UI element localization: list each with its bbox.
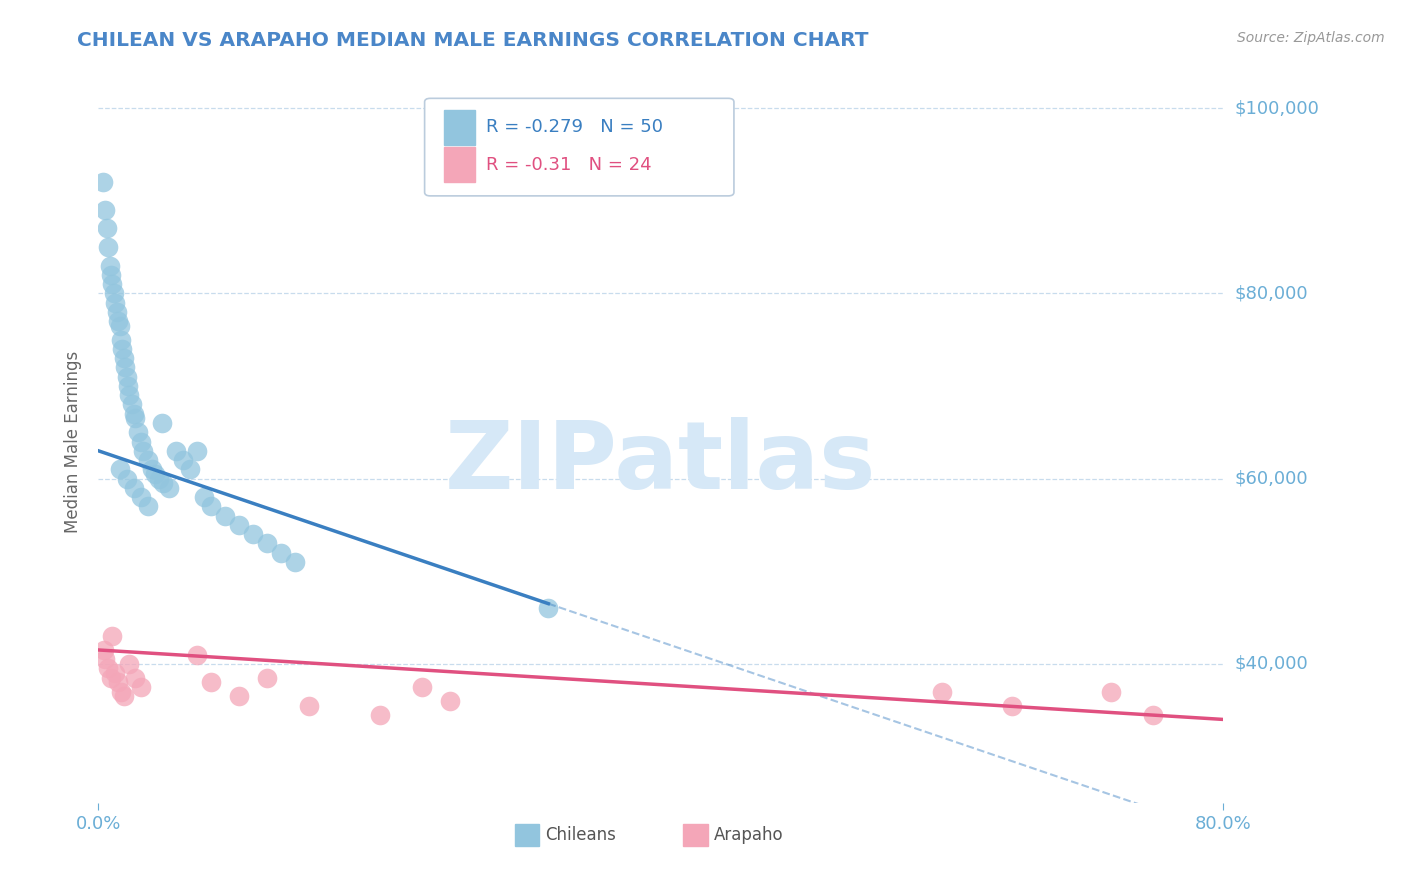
Bar xyxy=(515,824,540,847)
Point xyxy=(100,268,122,282)
Point xyxy=(107,314,129,328)
Point xyxy=(111,342,134,356)
Point xyxy=(152,476,174,491)
Point xyxy=(931,684,953,698)
Point xyxy=(101,277,124,291)
Point xyxy=(110,333,132,347)
Point xyxy=(411,680,433,694)
Point xyxy=(122,481,145,495)
Point xyxy=(100,671,122,685)
Y-axis label: Median Male Earnings: Median Male Earnings xyxy=(65,351,83,533)
Point xyxy=(118,657,141,671)
Point xyxy=(143,467,166,481)
Point xyxy=(172,453,194,467)
Point xyxy=(112,351,135,366)
Point xyxy=(110,684,132,698)
Point xyxy=(103,286,125,301)
Point xyxy=(94,202,117,217)
Point xyxy=(104,295,127,310)
Point xyxy=(228,517,250,532)
Point xyxy=(129,680,152,694)
Point xyxy=(124,411,146,425)
Bar xyxy=(444,110,475,145)
FancyBboxPatch shape xyxy=(425,98,734,196)
Point xyxy=(122,407,145,421)
Point xyxy=(96,221,118,235)
Point xyxy=(228,690,250,704)
Point xyxy=(439,694,461,708)
Point xyxy=(1142,707,1164,722)
Point xyxy=(298,698,321,713)
Point xyxy=(104,666,127,681)
Point xyxy=(270,546,292,560)
Point xyxy=(115,472,138,486)
Text: $80,000: $80,000 xyxy=(1234,285,1308,302)
Point xyxy=(179,462,201,476)
Point xyxy=(124,671,146,685)
Point xyxy=(94,652,117,666)
Point xyxy=(165,443,187,458)
Point xyxy=(242,527,264,541)
Bar xyxy=(683,824,709,847)
Point xyxy=(150,416,173,430)
Point xyxy=(1099,684,1122,698)
Point xyxy=(136,500,159,514)
Text: R = -0.279   N = 50: R = -0.279 N = 50 xyxy=(486,119,664,136)
Point xyxy=(117,379,139,393)
Point xyxy=(108,462,131,476)
Point xyxy=(256,536,278,550)
Point xyxy=(368,707,391,722)
Text: CHILEAN VS ARAPAHO MEDIAN MALE EARNINGS CORRELATION CHART: CHILEAN VS ARAPAHO MEDIAN MALE EARNINGS … xyxy=(77,31,869,50)
Point xyxy=(129,490,152,504)
Point xyxy=(284,555,307,569)
Point xyxy=(129,434,152,449)
Point xyxy=(112,690,135,704)
Point xyxy=(91,175,114,189)
Text: $100,000: $100,000 xyxy=(1234,99,1319,117)
Text: Arapaho: Arapaho xyxy=(714,826,783,845)
Point xyxy=(93,643,115,657)
Bar xyxy=(444,147,475,182)
Point xyxy=(193,490,215,504)
Point xyxy=(141,462,163,476)
Point xyxy=(97,661,120,675)
Point xyxy=(101,629,124,643)
Point xyxy=(186,443,208,458)
Point xyxy=(108,318,131,333)
Point xyxy=(107,675,129,690)
Point xyxy=(1001,698,1024,713)
Point xyxy=(118,388,141,402)
Text: Chileans: Chileans xyxy=(546,826,616,845)
Point xyxy=(121,397,143,411)
Point xyxy=(132,443,155,458)
Text: $40,000: $40,000 xyxy=(1234,655,1308,673)
Point xyxy=(256,671,278,685)
Point xyxy=(214,508,236,523)
Text: $60,000: $60,000 xyxy=(1234,469,1308,488)
Point xyxy=(115,369,138,384)
Point xyxy=(105,305,128,319)
Point xyxy=(157,481,180,495)
Text: R = -0.31   N = 24: R = -0.31 N = 24 xyxy=(486,156,652,174)
Point xyxy=(148,472,170,486)
Point xyxy=(136,453,159,467)
Point xyxy=(200,675,222,690)
Point xyxy=(186,648,208,662)
Point xyxy=(98,259,121,273)
Text: ZIPatlas: ZIPatlas xyxy=(446,417,876,509)
Point xyxy=(127,425,149,440)
Point xyxy=(114,360,136,375)
Point xyxy=(200,500,222,514)
Text: Source: ZipAtlas.com: Source: ZipAtlas.com xyxy=(1237,31,1385,45)
Point xyxy=(537,601,560,615)
Point xyxy=(97,240,120,254)
